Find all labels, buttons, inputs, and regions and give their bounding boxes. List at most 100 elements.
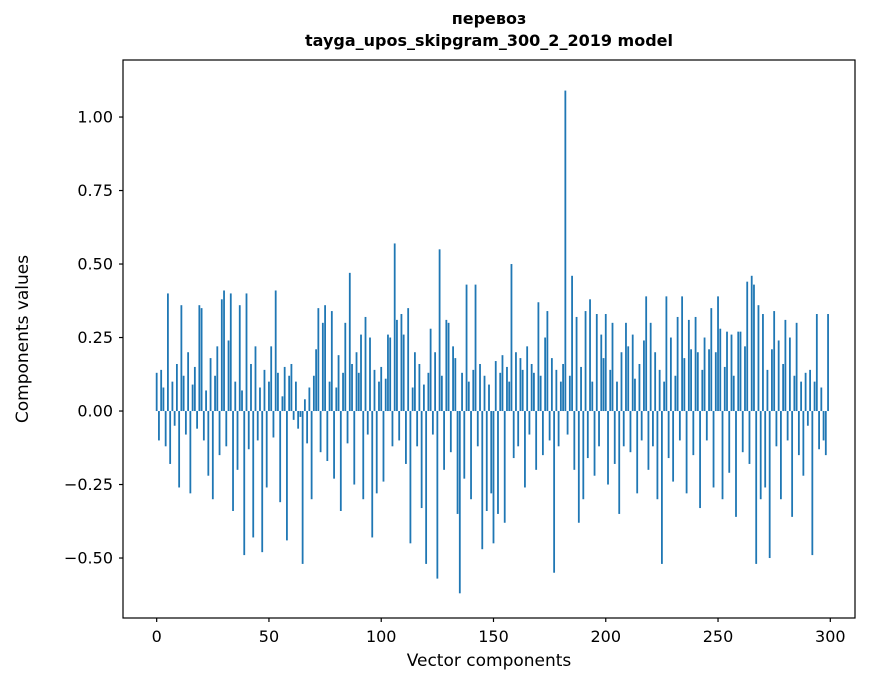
bar: [326, 411, 329, 462]
bar: [180, 305, 183, 412]
bar: [800, 381, 803, 412]
bar: [216, 346, 219, 412]
bar: [784, 319, 787, 412]
bar: [634, 378, 636, 412]
bar: [815, 314, 818, 412]
bar: [530, 363, 533, 412]
bar: [220, 299, 223, 412]
bar: [445, 319, 448, 412]
x-tick-label: 250: [703, 627, 734, 646]
bar: [768, 411, 771, 559]
bar: [501, 355, 504, 412]
bar: [757, 305, 760, 412]
bar: [241, 390, 243, 412]
bar: [710, 308, 713, 412]
bar: [629, 411, 632, 453]
bar: [620, 352, 623, 412]
bar: [793, 375, 796, 412]
bar: [283, 366, 286, 412]
bar: [649, 322, 652, 412]
bar: [589, 299, 591, 412]
bar: [717, 296, 719, 412]
bar: [387, 334, 389, 412]
bar: [366, 411, 369, 435]
bar: [809, 369, 811, 412]
y-tick-label: 0.50: [77, 255, 113, 274]
bar: [683, 358, 686, 412]
bar: [604, 314, 607, 412]
bar: [357, 372, 360, 412]
bar: [818, 411, 820, 450]
bar: [171, 381, 174, 412]
bar: [521, 369, 524, 412]
bar: [654, 352, 657, 412]
bar: [265, 411, 268, 488]
bar: [750, 275, 753, 412]
bar: [766, 369, 769, 412]
bar: [782, 363, 785, 412]
bar: [674, 375, 677, 412]
bar: [791, 411, 794, 517]
bar: [400, 314, 403, 412]
bar: [467, 381, 470, 412]
bar: [658, 369, 661, 412]
bar: [436, 411, 439, 579]
bar: [295, 381, 297, 412]
bar: [202, 411, 205, 441]
bar: [158, 411, 160, 441]
bar: [692, 411, 695, 456]
bar: [806, 411, 809, 426]
bar: [568, 375, 571, 412]
bar: [687, 319, 690, 412]
bar: [550, 358, 553, 412]
bar: [268, 381, 270, 412]
bar: [472, 369, 475, 412]
bar: [652, 411, 654, 447]
bar: [643, 340, 645, 412]
bar: [546, 311, 549, 412]
bar: [351, 363, 353, 412]
bar: [631, 334, 634, 412]
bar: [708, 349, 710, 412]
bar: [696, 352, 699, 412]
bar: [443, 411, 445, 470]
bar: [364, 316, 367, 412]
bar: [755, 411, 758, 564]
bar: [317, 308, 320, 412]
bar: [485, 411, 488, 511]
bar: [312, 375, 315, 412]
chart-subtitle: tayga_upos_skipgram_300_2_2019 model: [305, 31, 673, 50]
bar: [232, 411, 234, 511]
bar: [591, 381, 594, 412]
bar: [533, 372, 535, 412]
bar: [497, 411, 499, 514]
bar: [205, 390, 207, 412]
bar: [611, 322, 614, 412]
bar: [187, 352, 190, 412]
y-axis-label: Components values: [13, 255, 33, 423]
bar: [256, 411, 259, 441]
bar: [694, 316, 697, 412]
y-tick-label: 0.00: [77, 402, 113, 421]
bar: [452, 346, 454, 412]
bar: [735, 411, 737, 517]
bar: [155, 372, 158, 412]
bar: [245, 293, 248, 412]
bar: [557, 411, 560, 447]
bar: [824, 411, 827, 456]
bar: [519, 358, 522, 412]
bar: [342, 372, 344, 412]
bar: [813, 381, 816, 412]
bar: [270, 346, 273, 412]
bar: [676, 316, 679, 412]
bar: [739, 331, 742, 412]
bar: [160, 369, 163, 412]
bar: [411, 387, 414, 412]
bar: [447, 322, 450, 412]
bar: [330, 311, 333, 412]
bar: [310, 411, 313, 500]
y-tick-label: −0.50: [64, 549, 113, 568]
x-tick-label: 0: [152, 627, 162, 646]
bar: [479, 363, 481, 412]
